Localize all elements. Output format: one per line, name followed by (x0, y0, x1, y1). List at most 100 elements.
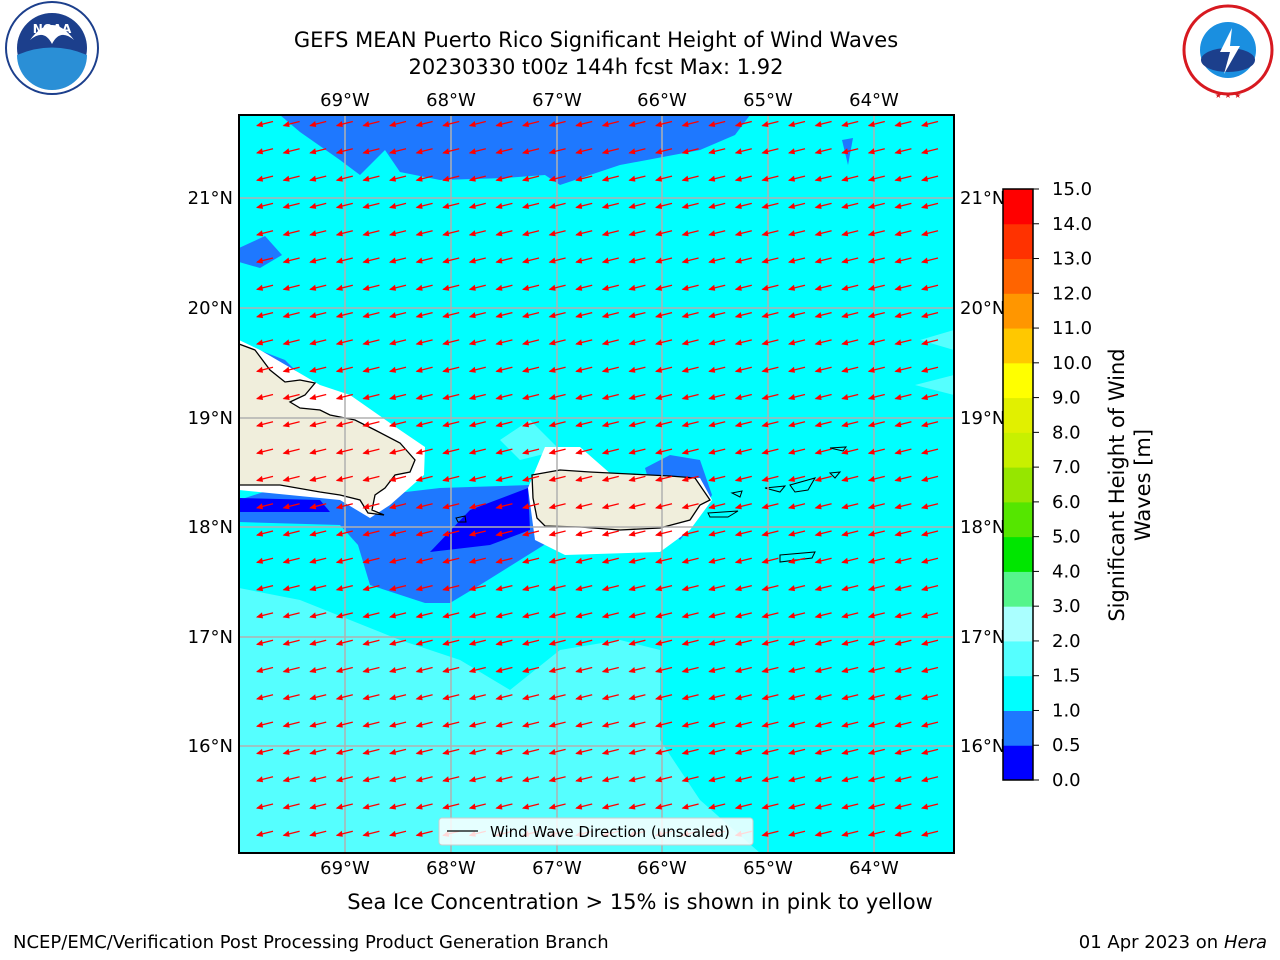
footer-host: Hera (1223, 932, 1267, 953)
wave-direction-arrow (468, 584, 486, 592)
wave-direction-arrow (256, 120, 274, 127)
wave-direction-arrow (814, 557, 832, 564)
wave-direction-arrow (681, 257, 699, 264)
wave-direction-arrow (309, 339, 327, 346)
wave-direction-arrow (761, 366, 779, 373)
wave-direction-arrow (655, 311, 673, 319)
wave-direction-arrow (282, 448, 300, 455)
wave-direction-arrow (335, 339, 353, 346)
wave-direction-arrow (282, 257, 300, 264)
wave-direction-arrow (601, 366, 619, 373)
wave-direction-arrow (814, 530, 832, 537)
wave-direction-arrow (628, 721, 646, 728)
wave-direction-arrow (628, 366, 646, 373)
wave-direction-arrow (389, 366, 407, 373)
wave-direction-arrow (335, 612, 353, 619)
wave-direction-arrow (309, 421, 327, 428)
top-lon-label: 64°W (849, 90, 899, 111)
wave-direction-arrow (389, 421, 407, 428)
wave-direction-arrow (256, 639, 274, 646)
wave-direction-arrow (734, 721, 752, 728)
wave-direction-arrow (601, 284, 619, 291)
map-gridlines (239, 115, 954, 853)
wave-direction-arrow (309, 311, 327, 319)
wave-direction-arrow (761, 448, 779, 455)
wave-direction-arrow (681, 748, 699, 755)
wave-direction-arrow (495, 584, 513, 592)
wave-direction-arrow (761, 530, 779, 537)
wave-direction-arrow (468, 148, 486, 155)
wave-direction-arrow (628, 748, 646, 755)
wave-direction-arrow (309, 748, 327, 755)
wave-direction-arrow (761, 612, 779, 619)
wave-direction-arrow (468, 230, 486, 237)
colorbar-segment (1003, 675, 1033, 711)
wave-direction-arrow (628, 503, 646, 510)
wave-direction-arrow (522, 366, 540, 373)
wave-direction-arrow (628, 257, 646, 264)
bottom-lon-label: 69°W (320, 858, 370, 879)
wave-direction-arrow (601, 612, 619, 619)
wave-direction-arrow (522, 584, 540, 592)
colorbar-tick-label: 15.0 (1052, 179, 1092, 200)
wave-direction-arrow (867, 830, 885, 837)
map-legend: Wind Wave Direction (unscaled) (438, 817, 754, 846)
wave-direction-arrow (282, 175, 300, 182)
wave-direction-arrow (309, 202, 327, 209)
wave-direction-arrow (495, 503, 513, 510)
wave-direction-arrow (708, 230, 726, 237)
bottom-lon-label: 67°W (532, 858, 582, 879)
wave-direction-arrow (415, 120, 433, 127)
wave-direction-arrow (841, 475, 859, 482)
wave-direction-arrow (734, 230, 752, 237)
wave-direction-arrow (655, 339, 673, 346)
wave-direction-arrow (921, 230, 939, 237)
wave-direction-arrow (681, 148, 699, 155)
wave-direction-arrow (389, 776, 407, 783)
wave-direction-arrow (256, 748, 274, 755)
wave-band-1.5-2.0 (239, 588, 760, 853)
wave-direction-arrow (389, 694, 407, 701)
wave-direction-arrow (681, 776, 699, 783)
wave-direction-arrow (734, 175, 752, 182)
colorbar-tick-label: 12.0 (1052, 283, 1092, 304)
wave-direction-arrow (708, 311, 726, 319)
wave-direction-arrow (415, 284, 433, 291)
wave-direction-arrow (282, 666, 300, 673)
wave-direction-arrow (575, 393, 593, 400)
wave-direction-arrow (335, 584, 353, 592)
wave-direction-arrow (548, 311, 566, 319)
wave-direction-arrow (468, 803, 486, 810)
wave-direction-arrow (814, 475, 832, 482)
wave-direction-arrow (921, 666, 939, 673)
chart-title: GEFS MEAN Puerto Rico Significant Height… (293, 28, 899, 52)
wave-direction-arrow (362, 175, 380, 182)
wave-direction-arrow (548, 803, 566, 810)
wave-direction-arrow (522, 557, 540, 564)
wave-direction-arrow (362, 530, 380, 537)
colorbar-segment (1003, 258, 1033, 294)
wave-direction-arrow (601, 421, 619, 428)
wave-direction-arrow (761, 339, 779, 346)
wave-direction-arrow (309, 666, 327, 673)
wave-direction-arrow (734, 475, 752, 482)
wave-direction-arrow (681, 421, 699, 428)
wave-direction-arrow (921, 557, 939, 564)
wave-direction-arrow (734, 803, 752, 810)
wave-direction-arrow (734, 503, 752, 510)
wave-direction-arrow (867, 612, 885, 619)
bottom-lon-label: 68°W (426, 858, 476, 879)
wave-direction-arrow (256, 475, 274, 482)
wave-direction-arrow (335, 175, 353, 182)
right-lat-label: 18°N (960, 517, 1005, 538)
wave-direction-arrow (921, 421, 939, 428)
wave-direction-arrow (522, 311, 540, 319)
wave-direction-arrow (335, 448, 353, 455)
wave-direction-arrow (282, 639, 300, 646)
wave-direction-arrow (575, 284, 593, 291)
wave-direction-arrow (495, 776, 513, 783)
colorbar-segment (1003, 640, 1033, 677)
wave-direction-arrow (788, 230, 806, 237)
hispaniola-landmass (239, 343, 416, 516)
wave-direction-arrow (415, 230, 433, 237)
